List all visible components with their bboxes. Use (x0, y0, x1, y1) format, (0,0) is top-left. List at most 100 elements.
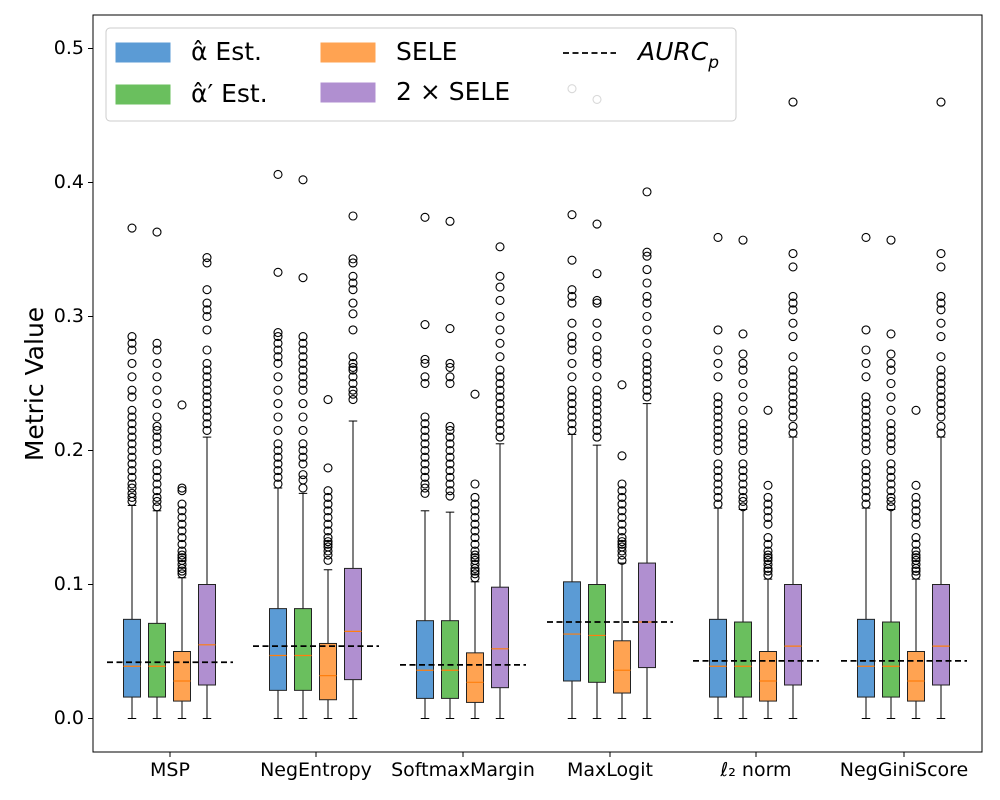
outlier-point (936, 97, 946, 107)
legend-label: 2 × SELE (396, 77, 510, 106)
outlier-point (273, 472, 283, 482)
legend-swatch (115, 84, 171, 105)
outlier-point (886, 419, 896, 429)
outlier-point (495, 352, 505, 362)
box-alpha_prime_est (882, 621, 900, 698)
outlier-point (642, 378, 652, 389)
outlier-point (788, 298, 798, 308)
outlier-point (495, 311, 505, 322)
legend: α̂ Est. α̂′ Est. SELE 2 × SELE AURCp (105, 27, 737, 122)
outlier-point (420, 419, 430, 429)
outlier-point (127, 483, 137, 493)
outlier-point (323, 506, 333, 516)
outlier-point (470, 512, 480, 523)
legend-label: α̂ Est. (191, 37, 262, 66)
outlier-point (592, 332, 602, 342)
outlier-point (936, 428, 946, 438)
outlier-point (788, 428, 798, 438)
legend-label: SELE (396, 37, 457, 66)
outlier-point (936, 385, 946, 395)
box-alpha_est (563, 581, 581, 682)
outlier-point (713, 466, 723, 476)
outlier-point (177, 486, 187, 496)
outlier-point (348, 211, 358, 221)
outlier-point (861, 345, 871, 355)
outlier-point (788, 332, 798, 342)
outlier-point (298, 412, 308, 422)
y-tick-label: 0.1 (54, 573, 84, 595)
outlier-point (592, 352, 602, 362)
box-sele (759, 651, 777, 702)
outlier-point (177, 553, 187, 563)
outlier-point (713, 232, 723, 242)
outlier-point (127, 223, 137, 233)
outlier-point (152, 372, 162, 382)
outlier-point (911, 492, 921, 502)
x-tick-label: NegEntropy (260, 759, 372, 781)
outlier-point (911, 506, 921, 516)
outlier-point (495, 399, 505, 409)
outlier-point (861, 492, 871, 502)
outlier-point (298, 439, 308, 449)
outlier-point (495, 419, 505, 429)
outlier-point (420, 472, 430, 482)
y-axis-label: Metric Value (20, 307, 49, 461)
outlier-point (127, 419, 137, 429)
outlier-point (348, 352, 358, 362)
outlier-point (936, 318, 946, 328)
outlier-point (202, 298, 212, 308)
outlier-point (298, 378, 308, 389)
outlier-point (886, 432, 896, 442)
outlier-point (642, 251, 652, 261)
outlier-point (567, 399, 577, 409)
outlier-point (713, 425, 723, 435)
outlier-point (886, 405, 896, 415)
outlier-point (323, 533, 333, 543)
outlier-point (642, 247, 652, 257)
outlier-point (861, 325, 871, 335)
outlier-point (911, 533, 921, 543)
outlier-point (202, 399, 212, 409)
outlier-point (642, 372, 652, 382)
outlier-point (420, 439, 430, 449)
box-alpha_est (857, 618, 875, 698)
outlier-point (323, 526, 333, 536)
outlier-point (348, 395, 358, 405)
outlier-point (763, 405, 773, 415)
outlier-point (202, 305, 212, 315)
outlier-point (911, 539, 921, 549)
outlier-point (911, 405, 921, 415)
box-alpha_est (123, 618, 141, 698)
outlier-point (763, 480, 773, 490)
outlier-point (495, 378, 505, 389)
outlier-point (617, 542, 627, 552)
outlier-point (936, 365, 946, 375)
outlier-point (202, 378, 212, 389)
outlier-point (202, 358, 212, 368)
outlier-point (936, 405, 946, 415)
outlier-point (642, 352, 652, 362)
outlier-point (273, 412, 283, 422)
outlier-point (738, 479, 748, 489)
outlier-point (420, 412, 430, 422)
outlier-point (617, 546, 627, 556)
outlier-point (348, 278, 358, 288)
outlier-point (420, 488, 430, 498)
outlier-point (177, 566, 187, 576)
outlier-point (348, 389, 358, 399)
outlier-point (348, 365, 358, 375)
outlier-point (495, 425, 505, 435)
outlier-point (592, 372, 602, 382)
outlier-point (567, 298, 577, 308)
outlier-point (348, 258, 358, 268)
outlier-point (445, 445, 455, 456)
outlier-point (152, 421, 162, 431)
outlier-point (323, 492, 333, 502)
outlier-point (788, 392, 798, 402)
outlier-point (763, 512, 773, 523)
outlier-point (298, 475, 308, 485)
box-group-5 (841, 97, 967, 719)
outlier-point (298, 365, 308, 375)
outlier-point (936, 392, 946, 402)
outlier-point (127, 439, 137, 449)
